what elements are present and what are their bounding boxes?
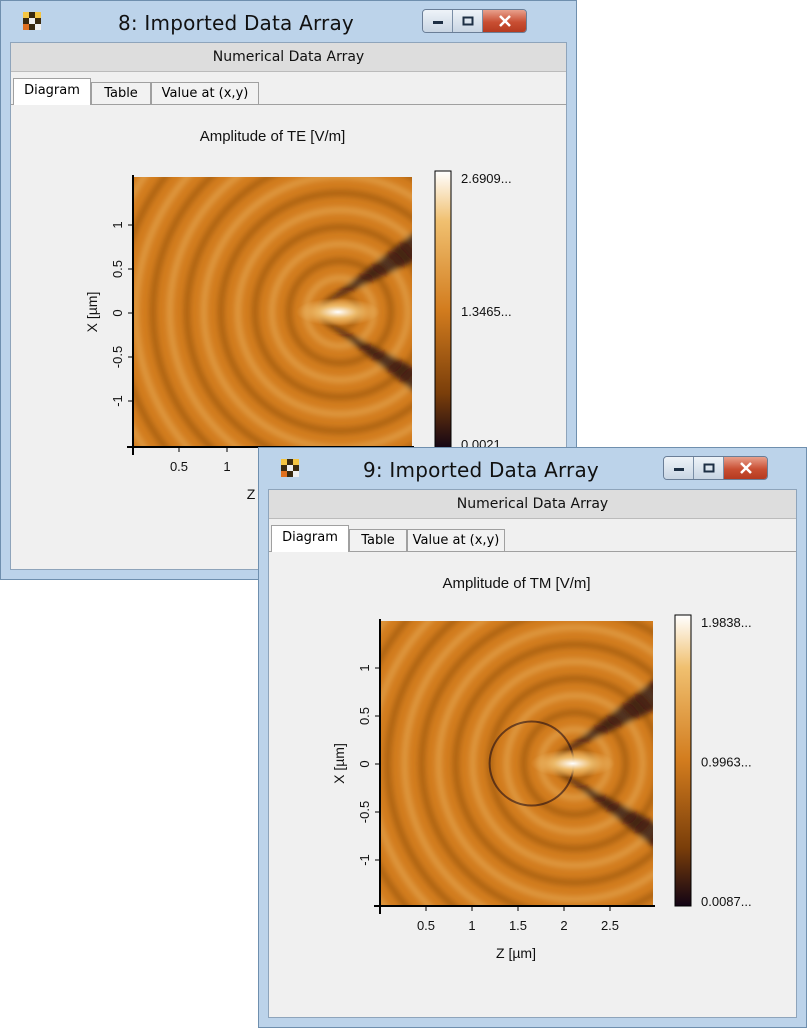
window-controls (422, 9, 527, 33)
hot-spot (530, 749, 615, 778)
wave-fringe (234, 207, 412, 417)
app-icon (23, 12, 41, 30)
wave-fringe (503, 692, 646, 835)
close-button[interactable] (724, 457, 767, 479)
x-axis-label: Z (247, 486, 256, 502)
y-tick-label: -1 (357, 854, 372, 866)
colorbar-label: 1.9838... (701, 615, 752, 630)
colorbar-label: 1.3465... (461, 304, 512, 319)
array-header: Numerical Data Array (11, 43, 566, 72)
x-tick-label: 2 (560, 918, 567, 933)
x-tick-label: 1.5 (509, 918, 527, 933)
tab-diagram[interactable]: Diagram (13, 78, 91, 105)
x-tick-label: 0.5 (170, 459, 188, 474)
chart-title: Amplitude of TE [V/m] (200, 128, 346, 145)
tab-table[interactable]: Table (349, 529, 407, 551)
colorbar-label: 2.6909... (461, 171, 512, 186)
tab-strip: Diagram Table Value at (x,y) (11, 78, 566, 105)
colorbar (434, 170, 452, 450)
minimize-icon (673, 468, 684, 471)
y-tick-label: 0 (110, 309, 125, 316)
wave-fringe (217, 190, 412, 434)
tab-strip: Diagram Table Value at (x,y) (269, 525, 796, 552)
y-tick-label: -0.5 (357, 801, 372, 823)
wave-fringe (268, 241, 411, 383)
wave-fringe (401, 621, 488, 906)
wave-fringe (418, 621, 653, 906)
y-axis-label: X [µm] (331, 743, 347, 784)
minimize-icon (432, 21, 443, 24)
window-tm[interactable]: 9: Imported Data Array Numerical Data Ar… (258, 447, 807, 1028)
colorbar-label: 0.0087... (701, 894, 752, 909)
y-tick-label: -0.5 (110, 346, 125, 368)
y-tick-label: 1 (110, 221, 125, 228)
x-tick-label: 2.5 (601, 918, 619, 933)
x-tick-label: 0.5 (417, 918, 435, 933)
te-amplitude-chart: Amplitude of TE [V/m] 1 0.5 0 -0.5 -1 0.5 1 X [µ… (84, 128, 512, 502)
title-bar[interactable]: 9: Imported Data Array (259, 448, 806, 488)
y-tick-label: 0.5 (357, 707, 372, 725)
title-bar[interactable]: 8: Imported Data Array (1, 1, 576, 41)
maximize-icon (462, 16, 473, 26)
colorbar-label: 0.9963... (701, 755, 752, 770)
window-controls (663, 456, 768, 480)
wave-fringe (166, 177, 242, 447)
y-tick-label: 0 (357, 760, 372, 767)
y-tick-label: 1 (357, 664, 372, 671)
close-icon (739, 462, 752, 474)
chart-title: Amplitude of TM [V/m] (442, 575, 590, 592)
wave-fringe (183, 177, 412, 447)
minimize-button[interactable] (664, 457, 694, 479)
x-tick-label: 1 (223, 459, 230, 474)
wave-fringe (200, 177, 412, 447)
y-axis-label: X [µm] (84, 292, 100, 333)
tab-diagram[interactable]: Diagram (271, 525, 349, 552)
wave-fringe (469, 658, 653, 869)
heatmap-field (380, 621, 653, 906)
app-icon (281, 459, 299, 477)
window-title: 9: Imported Data Array (363, 458, 599, 482)
tab-table[interactable]: Table (91, 82, 151, 104)
hot-spot (295, 298, 380, 326)
maximize-icon (703, 463, 714, 473)
x-tick-label: 1 (468, 918, 475, 933)
close-button[interactable] (483, 10, 526, 32)
colorbar (674, 614, 692, 907)
heatmap-field (133, 177, 412, 447)
tab-value-at-xy[interactable]: Value at (x,y) (151, 82, 259, 104)
wave-fringe (133, 177, 192, 447)
wave-fringe (452, 641, 653, 886)
window-title: 8: Imported Data Array (118, 11, 354, 35)
wave-fringe (520, 709, 629, 818)
wave-fringe (149, 177, 215, 447)
y-tick-label: -1 (110, 395, 125, 407)
maximize-button[interactable] (694, 457, 724, 479)
y-tick-label: 0.5 (110, 260, 125, 278)
array-header: Numerical Data Array (269, 490, 796, 519)
wave-fringe (435, 624, 653, 903)
maximize-button[interactable] (453, 10, 483, 32)
window-client: Numerical Data Array Diagram Table Value… (268, 489, 797, 1018)
close-icon (498, 15, 511, 27)
wave-fringe (285, 258, 394, 366)
minimize-button[interactable] (423, 10, 453, 32)
x-axis-label: Z [µm] (496, 945, 536, 961)
wave-fringe (384, 621, 459, 906)
tab-value-at-xy[interactable]: Value at (x,y) (407, 529, 505, 551)
tm-amplitude-chart: Amplitude of TM [V/m] 1 0.5 0 -0.5 -1 0.5 1 1.5 2… (331, 575, 752, 961)
wave-fringe (251, 224, 412, 400)
